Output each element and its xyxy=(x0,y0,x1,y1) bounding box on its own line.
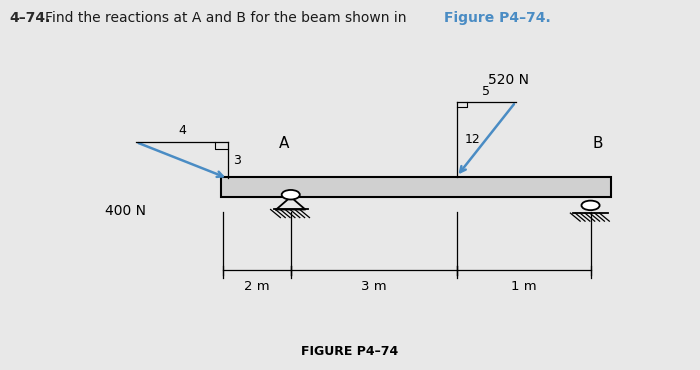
Text: Figure P4–74.: Figure P4–74. xyxy=(444,11,551,24)
Circle shape xyxy=(281,190,300,199)
Text: 5: 5 xyxy=(482,85,490,98)
Text: B: B xyxy=(592,136,603,151)
Circle shape xyxy=(582,201,600,210)
Text: 12: 12 xyxy=(465,133,481,146)
Text: 4–74.: 4–74. xyxy=(10,11,51,24)
Bar xyxy=(221,177,612,197)
Text: FIGURE P4–74: FIGURE P4–74 xyxy=(302,344,398,357)
Text: 3: 3 xyxy=(234,154,241,167)
Text: Find the reactions at A and B for the beam shown in: Find the reactions at A and B for the be… xyxy=(46,11,411,24)
Text: 4: 4 xyxy=(178,124,186,137)
Text: 3 m: 3 m xyxy=(361,280,386,293)
Text: 1 m: 1 m xyxy=(511,280,536,293)
Text: 2 m: 2 m xyxy=(244,280,270,293)
Text: A: A xyxy=(279,136,289,151)
Text: 520 N: 520 N xyxy=(488,73,529,87)
Text: 400 N: 400 N xyxy=(104,204,146,218)
